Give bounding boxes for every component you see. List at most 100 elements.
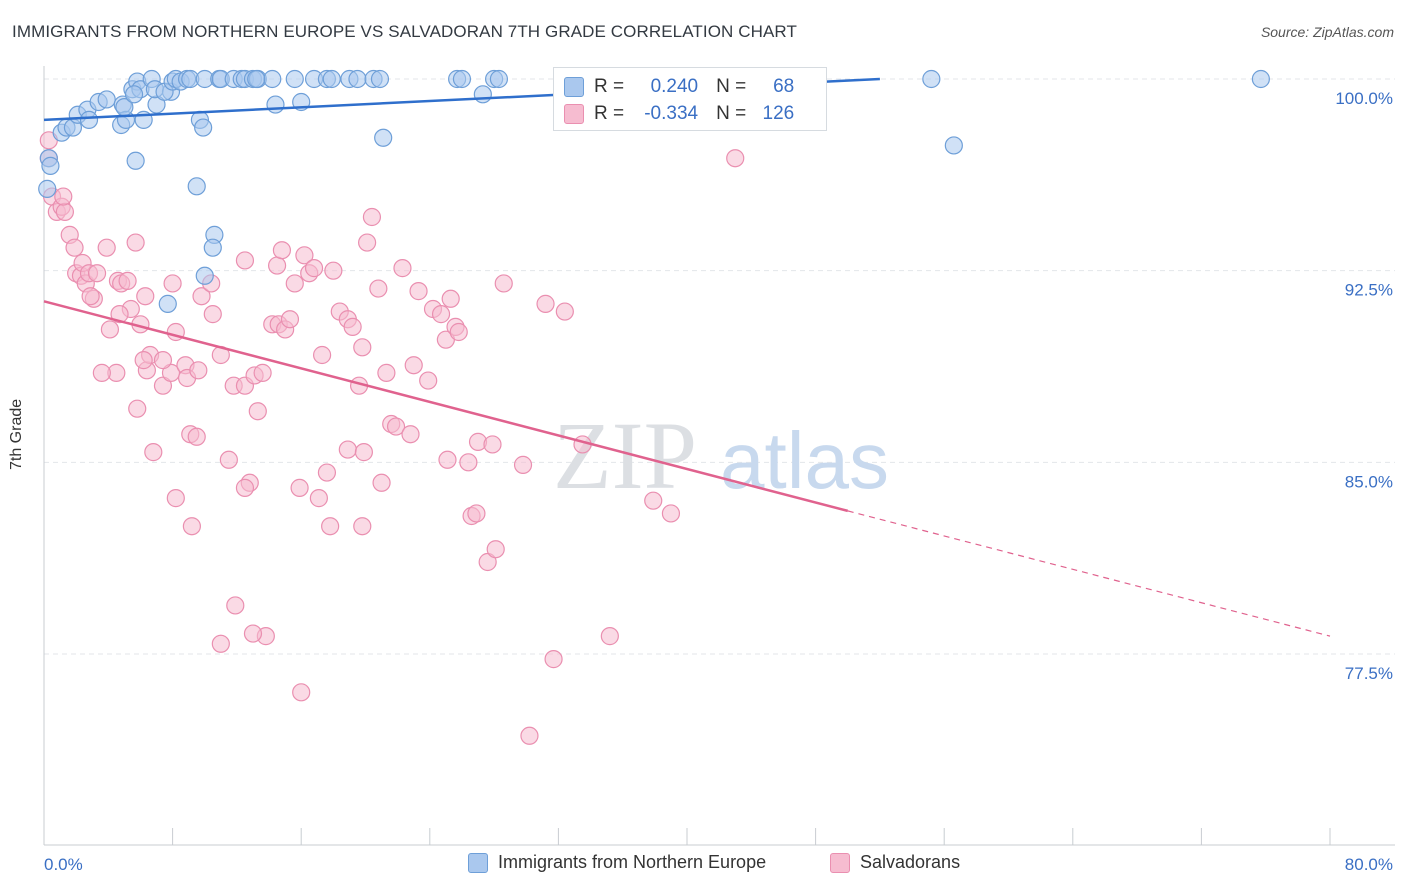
salvadorans-point	[182, 517, 201, 536]
legend-blue-swatch	[468, 852, 488, 873]
salvadorans-point	[555, 302, 574, 321]
salvadorans-point	[118, 271, 137, 290]
northern-europe-point	[285, 69, 304, 89]
salvadorans-point	[136, 287, 155, 306]
salvadorans-point	[312, 345, 332, 365]
salvadorans-point	[55, 202, 74, 221]
legend-item-salvadorans[interactable]: Salvadorans	[830, 852, 960, 873]
northern-europe-point	[922, 69, 941, 89]
northern-europe-point	[370, 69, 390, 89]
salvadorans-point	[661, 504, 681, 523]
salvadorans-point	[81, 287, 100, 306]
stats-pink-r-label: R =	[594, 103, 625, 124]
pink-swatch	[564, 104, 584, 124]
stats-pink-r-value: -0.334	[644, 103, 699, 124]
salvadorans-point	[600, 627, 619, 646]
salvadorans-point	[478, 552, 497, 572]
northern-europe-point	[97, 90, 116, 109]
northern-europe-point	[374, 128, 393, 147]
northern-europe-point	[266, 95, 285, 114]
salvadorans-point	[467, 504, 486, 523]
correlation-stats-box: R = 0.240 N = 68 R = -0.334 N = 126	[553, 67, 827, 131]
salvadorans-point	[219, 450, 238, 469]
salvadorans-point	[292, 683, 311, 702]
salvadorans-point	[65, 238, 84, 257]
northern-europe-point	[126, 151, 145, 170]
salvadorans-point	[520, 726, 539, 745]
northern-europe-point	[79, 110, 99, 129]
northern-europe-point	[187, 177, 206, 196]
grid-lines	[44, 78, 1395, 655]
salvadorans-point	[353, 517, 372, 536]
salvadorans-point	[324, 261, 343, 280]
salvadorans-point	[354, 443, 373, 462]
salvadorans-point	[144, 443, 163, 462]
salvadorans-point	[321, 517, 340, 536]
northern-europe-point	[247, 69, 266, 89]
northern-europe-point	[194, 118, 213, 137]
salvadorans-point	[243, 624, 263, 643]
legend-pink-swatch	[830, 852, 850, 873]
northern-europe-point	[452, 69, 472, 89]
salvadorans-point	[235, 251, 255, 270]
salvadorans-point	[163, 274, 182, 293]
legend-blue-label: Immigrants from Northern Europe	[498, 852, 767, 872]
salvadorans-point	[536, 294, 555, 313]
salvadorans-point	[726, 149, 745, 168]
y-tick-label: 77.5%	[1345, 664, 1393, 683]
salvadorans-point	[280, 310, 300, 329]
stats-blue-r-label: R =	[594, 76, 625, 97]
salvadorans-point	[248, 402, 267, 421]
salvadorans-point	[372, 473, 391, 492]
stats-blue-n-label: N =	[716, 76, 747, 97]
salvadorans-point	[544, 650, 563, 669]
salvadorans-point	[358, 233, 377, 252]
salvadorans-point	[317, 463, 337, 482]
northern-europe-point	[41, 156, 60, 175]
salvadorans-point	[393, 259, 412, 278]
salvadorans-point	[377, 363, 396, 382]
salvadorans-point	[459, 453, 478, 472]
salvadorans-point	[386, 417, 406, 436]
salvadorans-point	[431, 305, 451, 324]
salvadorans-point	[304, 259, 324, 278]
trend-lines	[43, 77, 1331, 637]
salvadorans-point	[419, 371, 438, 390]
salvadorans-point	[134, 351, 153, 370]
salvadorans-point	[92, 363, 111, 382]
salvadorans-point	[235, 478, 255, 497]
salvadorans-point	[192, 287, 211, 306]
salvadorans-point	[494, 274, 513, 293]
salvadorans-point	[290, 478, 309, 497]
northern-europe-point	[195, 266, 214, 285]
salvadorans-point	[100, 320, 120, 339]
x-tick-label: 0.0%	[44, 855, 83, 874]
watermark-atlas: atlas	[720, 416, 889, 505]
salvadorans-point	[267, 256, 287, 275]
salvadorans-point	[409, 282, 428, 301]
legend: Immigrants from Northern Europe Salvador…	[0, 852, 1406, 878]
salvadorans-point	[369, 279, 388, 298]
stats-pink-n-label: N =	[716, 103, 747, 124]
northern-europe-point	[944, 136, 963, 155]
salvadorans-trend-extension	[847, 510, 1331, 637]
salvadorans-point	[449, 322, 468, 342]
watermark: ZIP atlas	[553, 402, 889, 509]
salvadorans-trend-line	[43, 300, 849, 513]
northern-europe-point	[203, 238, 222, 257]
stats-pink-n-value: 126	[762, 103, 795, 124]
salvadorans-point	[272, 241, 292, 260]
salvadorans-point	[97, 238, 116, 257]
y-tick-label: 92.5%	[1345, 281, 1393, 300]
salvadorans-point	[441, 289, 460, 308]
northern-europe-point	[1251, 69, 1270, 89]
salvadorans-point	[353, 338, 372, 357]
legend-pink-label: Salvadorans	[860, 852, 961, 872]
salvadorans-point	[404, 356, 423, 375]
salvadorans-point	[166, 489, 185, 508]
northern-europe-point	[158, 294, 177, 313]
legend-item-northern-europe[interactable]: Immigrants from Northern Europe	[468, 852, 766, 873]
salvadorans-point	[87, 264, 107, 283]
y-tick-label: 100.0%	[1335, 89, 1393, 108]
salvadorans-point	[203, 305, 222, 324]
